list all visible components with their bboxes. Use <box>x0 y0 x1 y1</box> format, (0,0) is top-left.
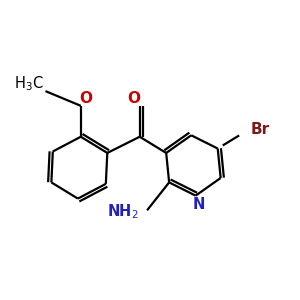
Text: O: O <box>80 91 93 106</box>
Text: Br: Br <box>251 122 270 137</box>
Text: NH$_2$: NH$_2$ <box>106 202 138 221</box>
Text: N: N <box>192 197 205 212</box>
Text: O: O <box>127 91 140 106</box>
Text: H$_3$C: H$_3$C <box>14 74 44 93</box>
